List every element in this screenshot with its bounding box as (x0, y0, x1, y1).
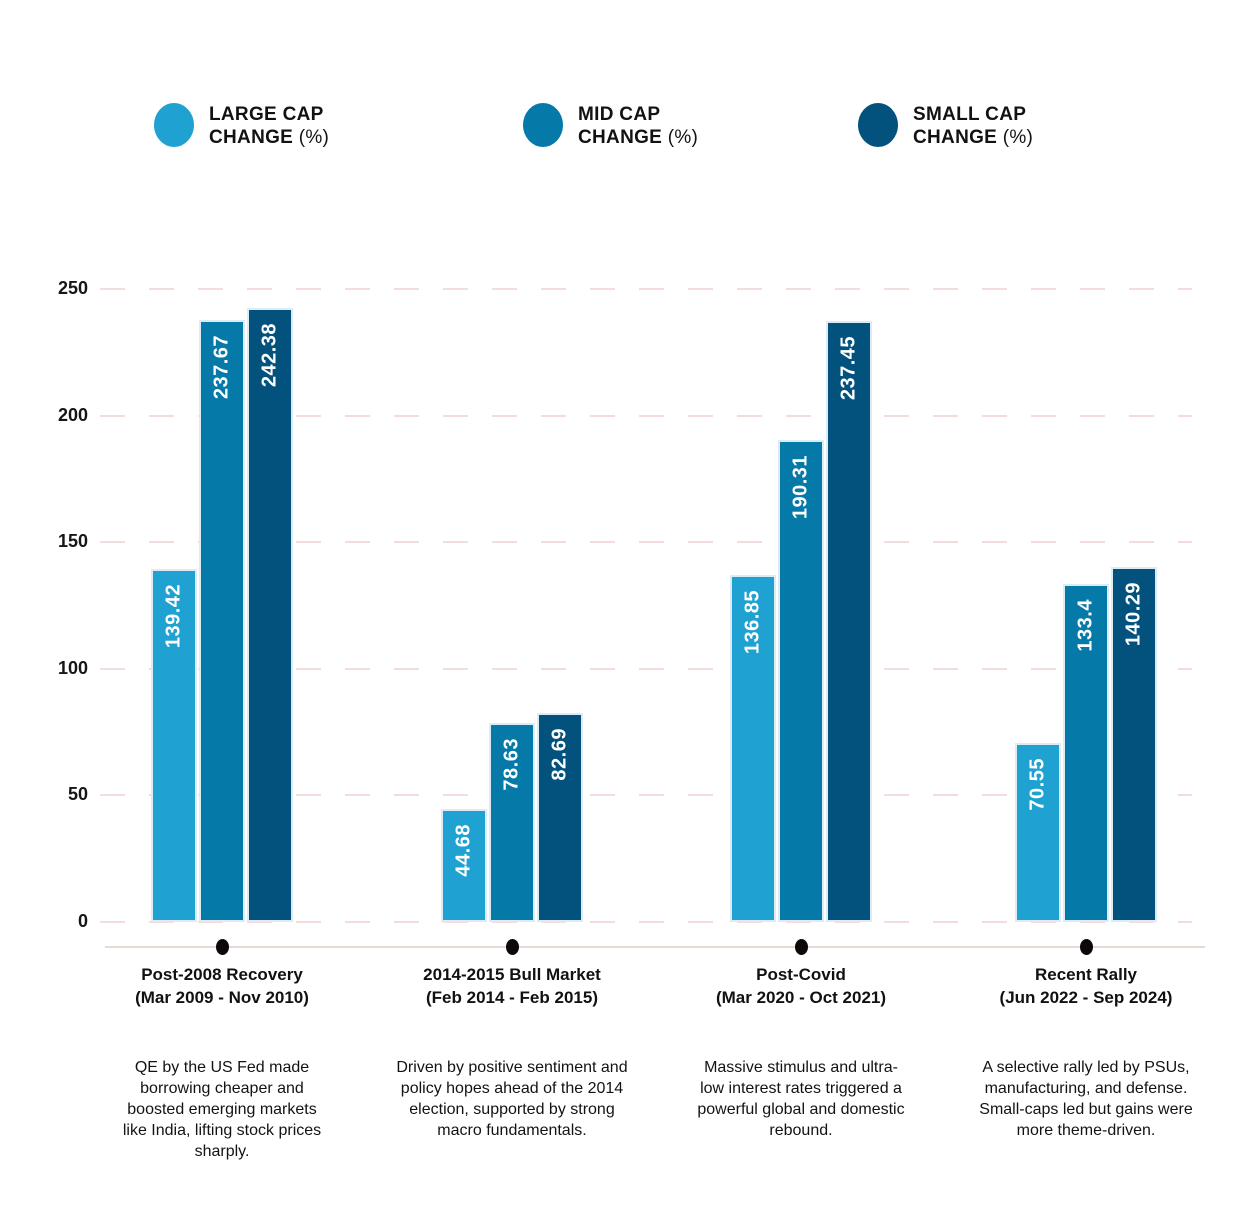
category-dates: (Feb 2014 - Feb 2015) (426, 988, 598, 1007)
bar-value-label: 140.29 (1122, 582, 1145, 647)
bar-mid-cap: 133.4 (1063, 584, 1109, 922)
bar-value-label: 237.67 (210, 335, 233, 400)
timeline-dot-4 (1080, 939, 1093, 955)
gridline-100 (100, 667, 1192, 670)
category-title: Recent Rally (Jun 2022 - Sep 2024) (926, 963, 1246, 1009)
gridline-0 (100, 921, 1192, 923)
category-description: QE by the US Fed made borrowing cheaper … (122, 1059, 322, 1160)
category-dates: (Mar 2009 - Nov 2010) (135, 988, 309, 1007)
bar-value-label: 242.38 (258, 323, 281, 388)
category-description: Massive stimulus and ultra-low interest … (697, 1059, 905, 1139)
large-cap-legend-dot-icon (154, 103, 194, 147)
y-tick-label-0: 0 (77, 911, 88, 931)
category-title: Post-Covid (Mar 2020 - Oct 2021) (641, 963, 961, 1009)
bar-small-cap: 237.45 (826, 321, 872, 922)
timeline-dot-1 (216, 939, 229, 955)
category-title: Post-2008 Recovery (Mar 2009 - Nov 2010) (62, 963, 382, 1009)
bar-large-cap: 136.85 (730, 575, 776, 922)
plot-area: 139.42 237.67 242.38 44.68 78.63 82.69 136.85 1… (100, 288, 1192, 923)
legend-item-large-cap: LARGE CAP CHANGE (%) (154, 103, 329, 149)
bar-large-cap: 70.55 (1015, 743, 1061, 922)
category-label: Recent Rally (1034, 965, 1138, 984)
category-label: Post-Covid (756, 965, 846, 984)
bar-value-label: 78.63 (500, 738, 523, 791)
gridline-150 (100, 541, 1192, 544)
bar-value-label: 136.85 (741, 590, 764, 655)
bar-value-label: 82.69 (548, 728, 571, 781)
bar-value-label: 190.31 (789, 455, 812, 520)
legend-item-small-cap: SMALL CAP CHANGE (%) (858, 103, 1033, 149)
bar-small-cap: 242.38 (247, 308, 293, 922)
legend-label: SMALL CAP CHANGE (%) (913, 104, 1034, 148)
y-tick-label-250: 250 (57, 278, 88, 298)
category-description: A selective rally led by PSUs, manufactu… (979, 1059, 1193, 1139)
gridline-50 (100, 794, 1192, 797)
legend-label: MID CAP CHANGE (%) (578, 104, 699, 148)
category-dates: (Jun 2022 - Sep 2024) (999, 988, 1173, 1007)
y-tick-label-100: 100 (57, 657, 88, 678)
legend-label: LARGE CAP CHANGE (%) (209, 104, 330, 148)
timeline-dot-3 (795, 939, 808, 955)
category-label: Post-2008 Recovery (141, 965, 303, 984)
timeline (105, 946, 1205, 948)
y-tick-label-50: 50 (67, 784, 88, 805)
bar-value-label: 44.68 (452, 824, 475, 877)
bar-group-4: 70.55 133.4 140.29 (1015, 567, 1157, 922)
gridline-250 (100, 288, 1192, 290)
category-label: 2014-2015 Bull Market (423, 965, 601, 984)
gridline-200 (100, 414, 1192, 417)
y-tick-label-200: 200 (57, 404, 88, 425)
bar-mid-cap: 78.63 (489, 723, 535, 922)
bar-group-2: 44.68 78.63 82.69 (441, 713, 583, 922)
category-description: Driven by positive sentiment and policy … (396, 1059, 628, 1139)
bar-mid-cap: 190.31 (778, 440, 824, 922)
y-tick-label-150: 150 (57, 531, 88, 552)
bar-large-cap: 44.68 (441, 809, 487, 922)
bar-large-cap: 139.42 (151, 569, 197, 922)
category-title: 2014-2015 Bull Market (Feb 2014 - Feb 201… (352, 963, 672, 1009)
bar-group-3: 136.85 190.31 237.45 (730, 321, 872, 922)
bar-value-label: 70.55 (1026, 758, 1049, 811)
bar-small-cap: 140.29 (1111, 567, 1157, 922)
mid-cap-legend-dot-icon (523, 103, 563, 147)
bar-value-label: 237.45 (837, 336, 860, 401)
small-cap-legend-dot-icon (858, 103, 898, 147)
bar-group-1: 139.42 237.67 242.38 (151, 308, 293, 922)
bar-small-cap: 82.69 (537, 713, 583, 922)
bar-value-label: 133.4 (1074, 599, 1097, 652)
timeline-dot-2 (506, 939, 519, 955)
bar-mid-cap: 237.67 (199, 320, 245, 922)
legend-item-mid-cap: MID CAP CHANGE (%) (523, 103, 698, 149)
category-dates: (Mar 2020 - Oct 2021) (715, 988, 887, 1007)
bar-value-label: 139.42 (162, 584, 185, 649)
